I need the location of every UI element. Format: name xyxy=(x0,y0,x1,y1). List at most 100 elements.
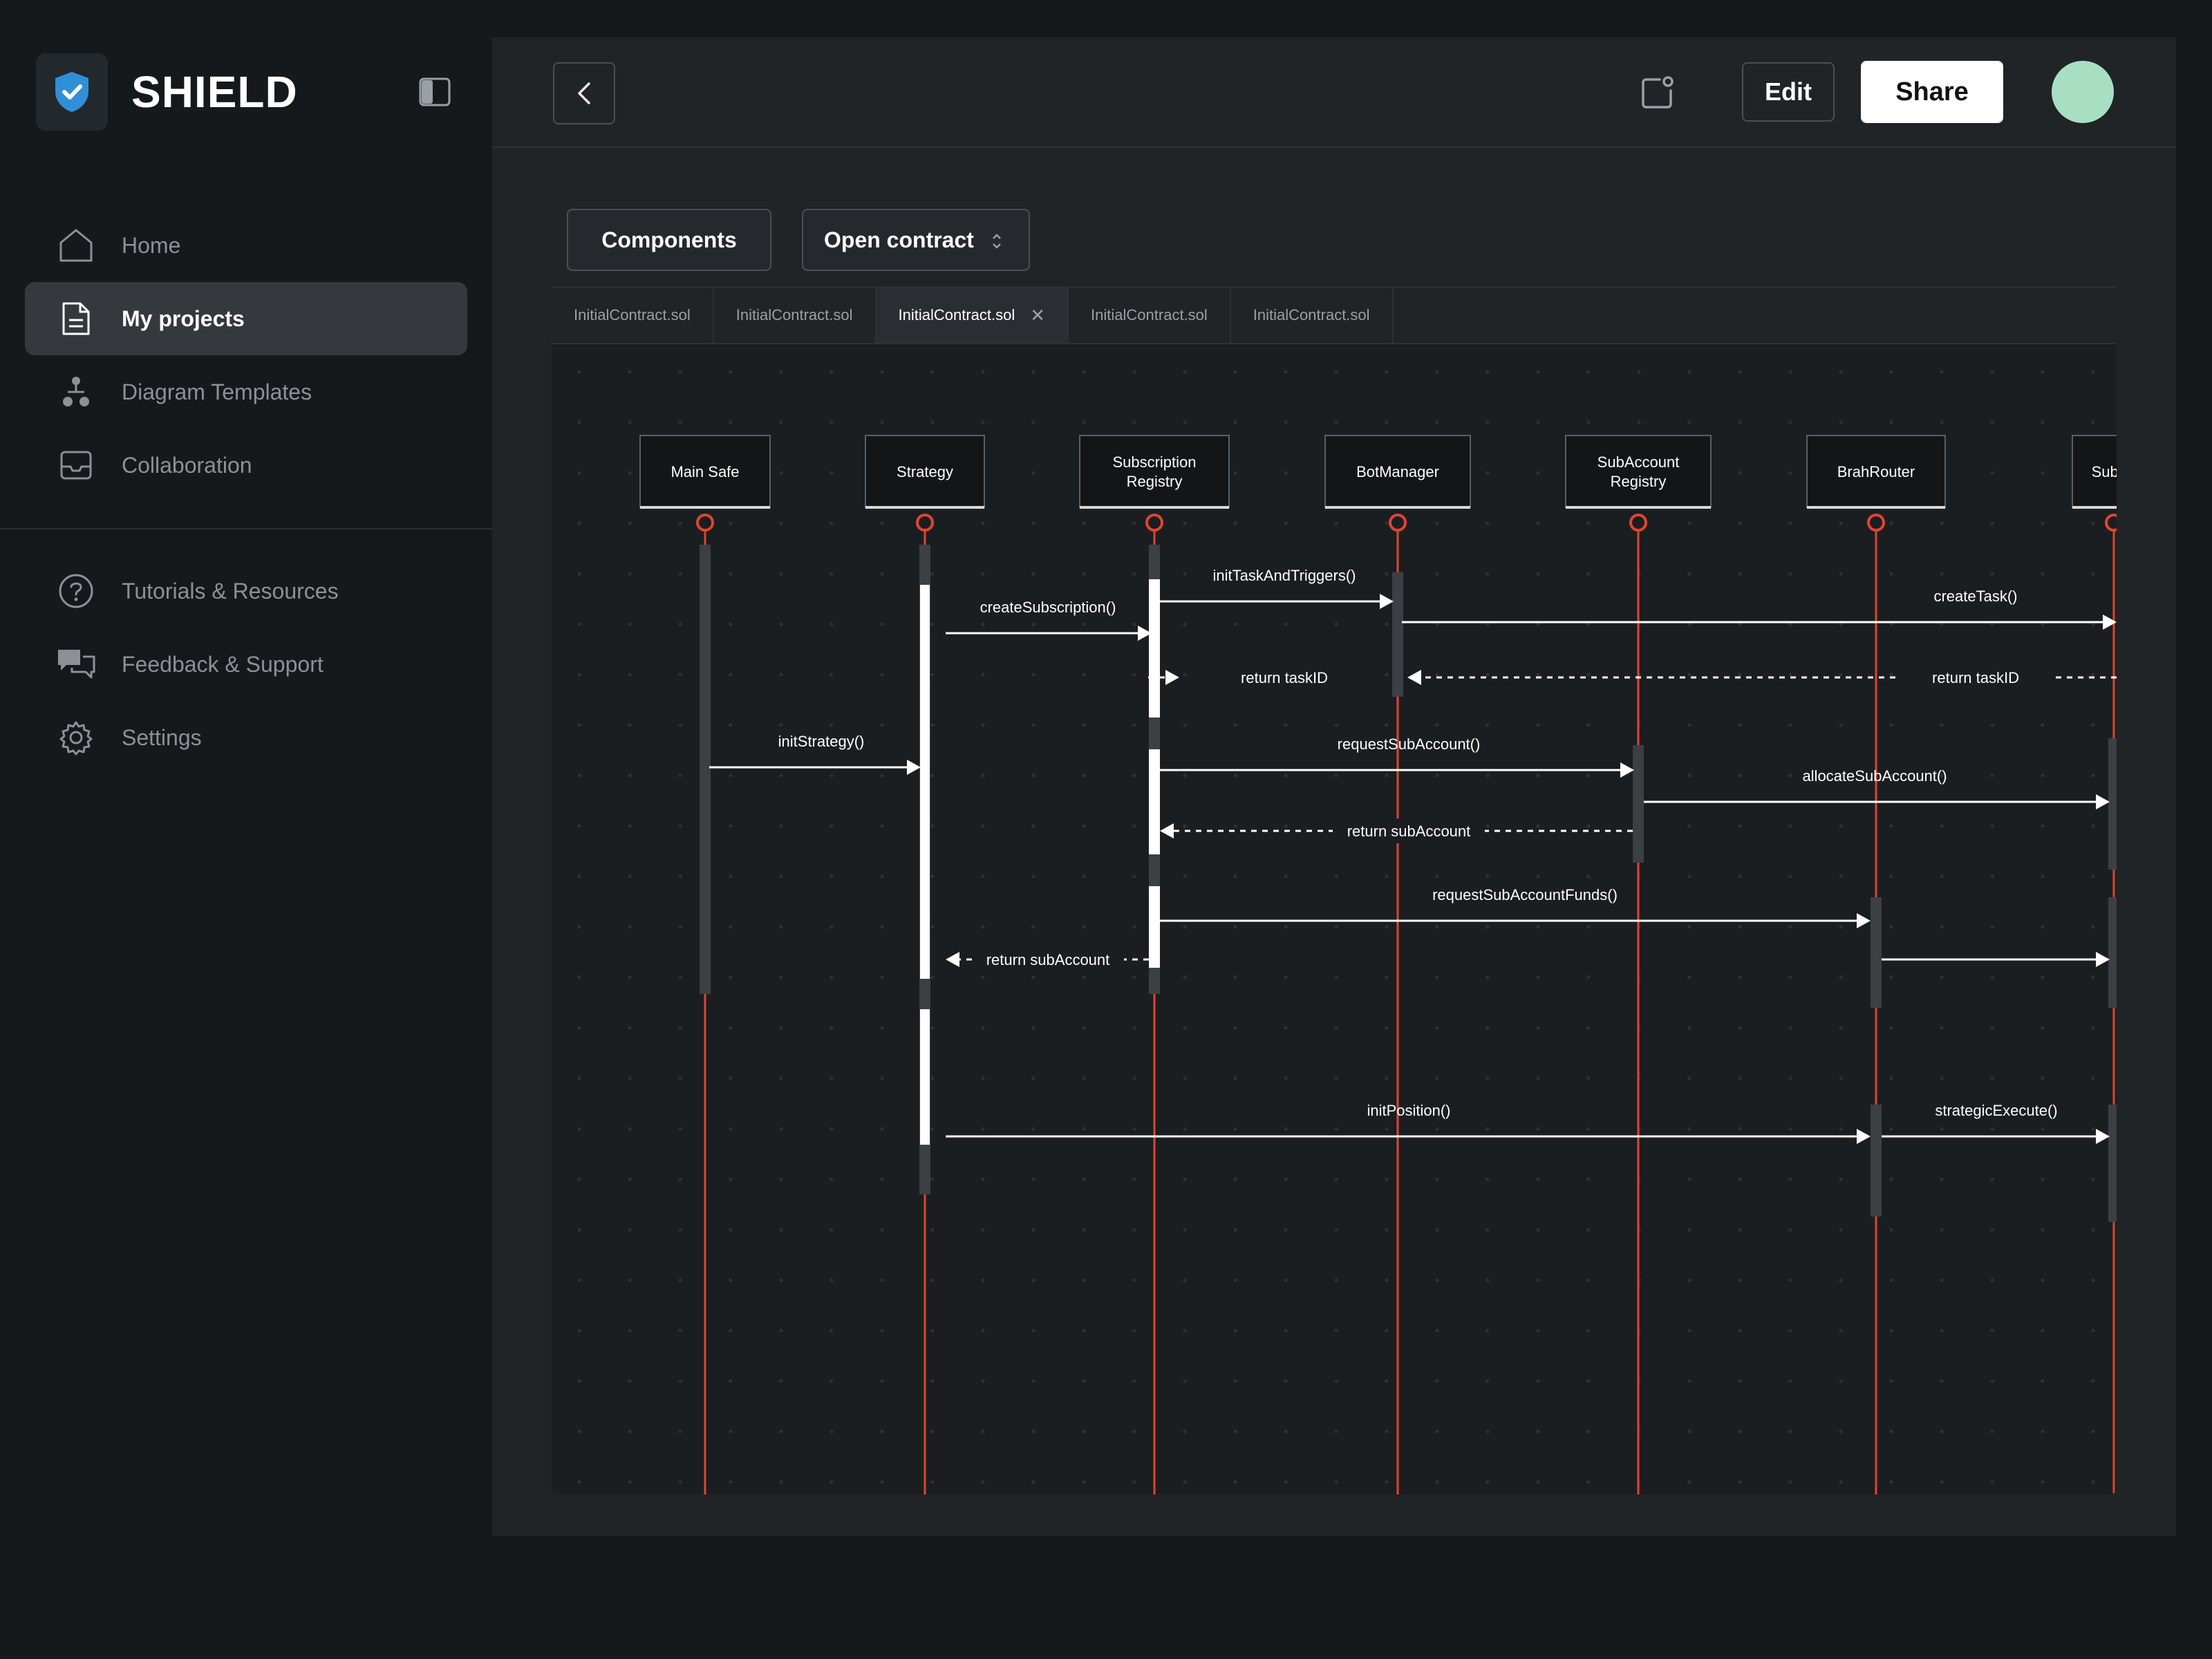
sidebar-item-feedback[interactable]: Feedback & Support xyxy=(25,628,467,701)
shield-logo-icon xyxy=(36,53,108,131)
secondary-navigation: Tutorials & Resources Feedback & Support… xyxy=(25,554,467,774)
home-icon xyxy=(57,226,95,265)
lifeline-anchor xyxy=(696,514,714,532)
message-label: return taskID xyxy=(1241,669,1328,686)
lifeline-anchor xyxy=(1389,514,1407,532)
arrowhead-icon xyxy=(1165,670,1179,685)
sidebar-item-settings[interactable]: Settings xyxy=(25,701,467,774)
lifeline-anchor xyxy=(1867,514,1885,532)
participant-label: SubAccount xyxy=(1597,453,1680,471)
back-button[interactable] xyxy=(553,62,615,124)
activation-bar xyxy=(1392,572,1403,697)
message-label: return subAccount xyxy=(1347,823,1471,840)
message-label: createSubscription() xyxy=(980,599,1116,616)
message-label: initPosition() xyxy=(1367,1102,1450,1119)
main-area: Edit Share Components Open contract Init… xyxy=(492,37,2176,1536)
arrowhead-icon xyxy=(1160,823,1174,838)
chevron-left-icon xyxy=(578,82,590,104)
sidebar-item-label: Feedback & Support xyxy=(122,651,324,677)
document-icon xyxy=(57,299,95,338)
activation-bar xyxy=(1149,579,1160,718)
participant-label: Registry xyxy=(1127,473,1183,490)
participant-box-router xyxy=(1806,435,1946,508)
sidebar-item-label: Home xyxy=(122,232,181,258)
sequence-diagram: Main Safe Strategy Subscription Registry Bot… xyxy=(577,370,2117,1494)
participant-box-subreg xyxy=(1079,435,1230,508)
sidebar-item-label: Settings xyxy=(122,724,202,750)
tab-label: InitialContract.sol xyxy=(1091,306,1208,324)
lifeline-anchor xyxy=(2105,514,2117,532)
activation-bar xyxy=(2108,897,2117,1008)
diagram-canvas[interactable]: Main Safe Strategy Subscription Registry Bot… xyxy=(552,344,2117,1494)
close-icon[interactable]: ✕ xyxy=(1030,304,1046,326)
sidebar-item-label: Tutorials & Resources xyxy=(122,578,339,603)
message-label: requestSubAccount() xyxy=(1338,735,1481,753)
activation-bar xyxy=(1633,745,1644,863)
message-label: allocateSubAccount() xyxy=(1802,767,1947,785)
participant-label: BrahRouter xyxy=(1837,463,1915,480)
sidebar-item-label: Collaboration xyxy=(122,452,252,478)
message-label: requestSubAccountFunds() xyxy=(1432,886,1618,903)
tab-file-3[interactable]: InitialContract.sol ✕ xyxy=(876,288,1069,343)
participant-label: SubAc xyxy=(2092,463,2117,480)
arrowhead-icon xyxy=(1407,670,1421,685)
tab-label: InitialContract.sol xyxy=(574,306,691,324)
participant-label: BotManager xyxy=(1356,463,1439,480)
sidebar-item-collaboration[interactable]: Collaboration xyxy=(25,429,467,502)
tab-label: InitialContract.sol xyxy=(898,306,1015,324)
components-button[interactable]: Components xyxy=(567,209,771,271)
tab-file-4[interactable]: InitialContract.sol xyxy=(1069,288,1231,343)
diagram-panel: Components Open contract InitialContract… xyxy=(552,191,2117,1494)
help-icon xyxy=(57,572,95,610)
sidebar-collapse-icon[interactable] xyxy=(418,75,452,109)
arrowhead-icon xyxy=(2096,794,2110,809)
sidebar-item-tutorials[interactable]: Tutorials & Resources xyxy=(25,554,467,628)
avatar[interactable] xyxy=(2052,61,2114,123)
message-label: initTaskAndTriggers() xyxy=(1212,567,1356,584)
arrowhead-icon xyxy=(1857,913,1871,928)
sidebar-item-diagram-templates[interactable]: Diagram Templates xyxy=(25,355,467,429)
tab-file-2[interactable]: InitialContract.sol xyxy=(714,288,877,343)
arrowhead-icon xyxy=(1620,762,1634,778)
notification-icon[interactable] xyxy=(1637,72,1678,113)
tab-file-5[interactable]: InitialContract.sol xyxy=(1231,288,1394,343)
arrowhead-icon xyxy=(907,760,921,775)
file-tabs: InitialContract.sol InitialContract.sol … xyxy=(552,288,2117,344)
activation-bar xyxy=(2108,738,2117,870)
brand-name: SHIELD xyxy=(131,67,298,117)
sidebar-item-my-projects[interactable]: My projects xyxy=(25,282,467,355)
sidebar-item-home[interactable]: Home xyxy=(25,209,467,282)
sidebar: SHIELD Home My projects Diagram Template… xyxy=(0,0,492,1659)
brand[interactable]: SHIELD xyxy=(36,53,298,131)
message-label: strategicExecute() xyxy=(1935,1102,2057,1119)
open-contract-select[interactable]: Open contract xyxy=(802,209,1030,271)
lifeline-anchor xyxy=(916,514,934,532)
arrowhead-icon xyxy=(2096,1129,2110,1144)
participant-label: Strategy xyxy=(897,463,953,480)
participant-label: Main Safe xyxy=(671,463,739,480)
message-label: return taskID xyxy=(1932,669,2019,686)
edit-button[interactable]: Edit xyxy=(1742,62,1835,122)
open-contract-label: Open contract xyxy=(824,227,974,252)
activation-bar xyxy=(1871,897,1882,1008)
arrowhead-icon xyxy=(946,952,959,967)
participant-label: Subscription xyxy=(1112,453,1196,471)
inbox-icon xyxy=(57,446,95,485)
arrowhead-icon xyxy=(2096,952,2110,967)
share-button[interactable]: Share xyxy=(1861,61,2003,123)
activation-bar xyxy=(2108,1105,2117,1222)
participant-box-subacc xyxy=(1565,435,1712,508)
main-navigation: Home My projects Diagram Templates Colla… xyxy=(25,209,467,502)
arrowhead-icon xyxy=(1138,626,1152,641)
top-bar: Edit Share xyxy=(492,37,2176,148)
participant-label: Registry xyxy=(1611,473,1667,490)
tab-file-1[interactable]: InitialContract.sol xyxy=(552,288,714,343)
sidebar-item-label: Diagram Templates xyxy=(122,379,312,404)
message-label: return subAccount xyxy=(986,951,1110,968)
activation-bar xyxy=(1149,886,1160,968)
sidebar-item-label: My projects xyxy=(122,306,245,331)
activation-bar xyxy=(920,1009,930,1145)
participant-box-bot xyxy=(1324,435,1471,508)
message-label: createTask() xyxy=(1933,588,2017,605)
sidebar-divider xyxy=(0,528,492,529)
